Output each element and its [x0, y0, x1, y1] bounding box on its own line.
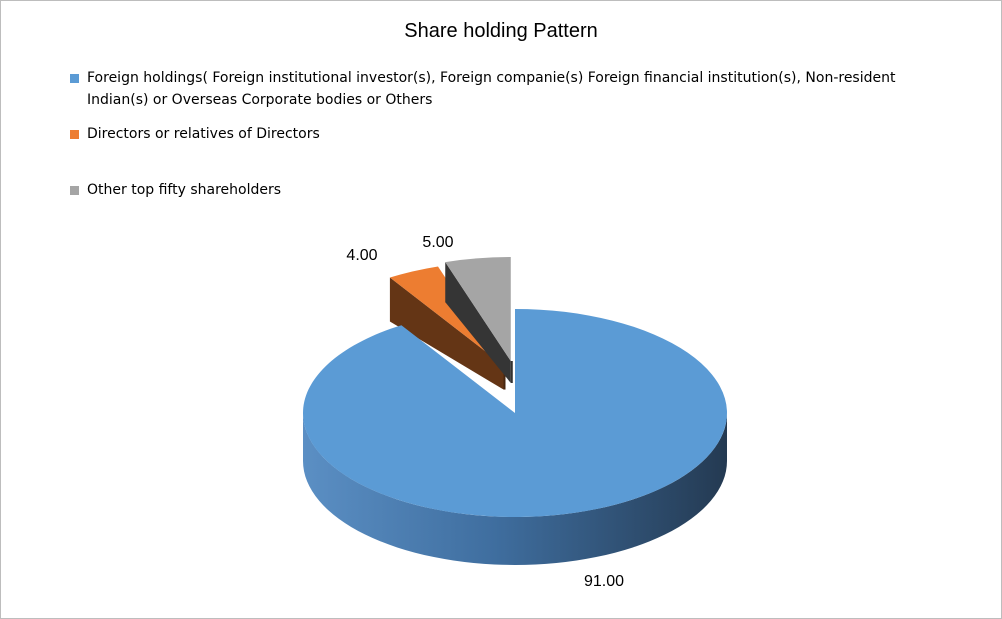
- pie-slice-top: [389, 266, 504, 366]
- legend-label: Foreign holdings( Foreign institutional …: [87, 70, 896, 108]
- pie-slice-top: [445, 256, 511, 361]
- data-label: 4.00: [346, 247, 377, 264]
- pie-slice-0: [303, 309, 728, 565]
- chart-title: Share holding Pattern: [404, 20, 598, 42]
- data-label: 5.00: [422, 234, 453, 251]
- pie-slice-2: [445, 256, 513, 383]
- legend-item-foreign-holdings: Foreign holdings( Foreign institutional …: [70, 67, 950, 111]
- legend-swatch: [70, 74, 79, 83]
- legend-item-directors: Directors or relatives of Directors: [70, 123, 950, 145]
- legend-label: Directors or relatives of Directors: [87, 126, 320, 142]
- legend-label: Other top fifty shareholders: [87, 182, 282, 198]
- data-label: 91.00: [584, 573, 624, 590]
- pie-slice-top: [303, 309, 728, 517]
- legend-swatch: [70, 186, 79, 195]
- pie-slice-side: [303, 413, 727, 565]
- pie-slice-side: [445, 262, 511, 383]
- pie-slice-side: [389, 277, 504, 390]
- pie-slice-edge: [510, 360, 513, 383]
- legend-item-other-top-fifty: Other top fifty shareholders: [70, 179, 950, 201]
- legend-swatch: [70, 130, 79, 139]
